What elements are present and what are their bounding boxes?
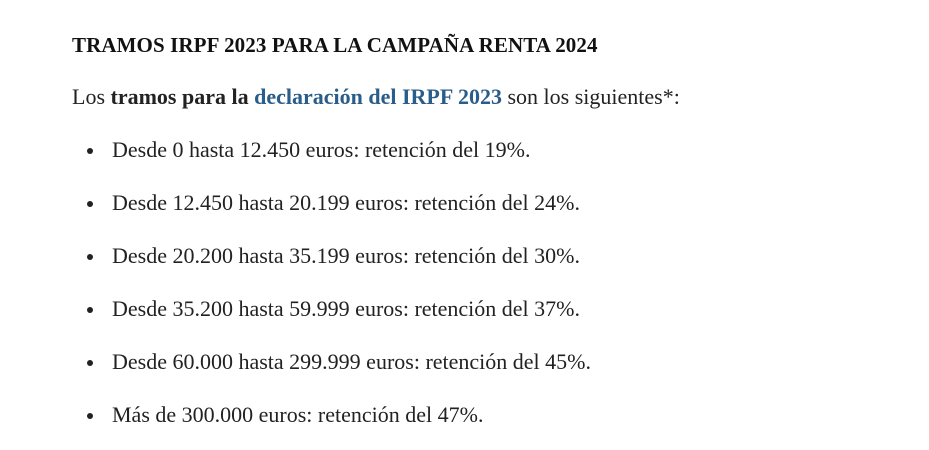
bullet-icon xyxy=(87,360,93,366)
bullet-icon xyxy=(87,413,93,419)
list-item: Desde 60.000 hasta 299.999 euros: retenc… xyxy=(84,344,591,397)
bracket-text: Desde 20.200 hasta 35.199 euros: retenci… xyxy=(112,243,580,268)
intro-prefix: Los xyxy=(72,84,111,109)
section-heading: TRAMOS IRPF 2023 PARA LA CAMPAÑA RENTA 2… xyxy=(72,33,598,57)
list-item: Más de 300.000 euros: retención del 47%. xyxy=(84,397,591,450)
bracket-text: Desde 0 hasta 12.450 euros: retención de… xyxy=(112,137,531,162)
list-item: Desde 35.200 hasta 59.999 euros: retenci… xyxy=(84,291,591,344)
bracket-text: Más de 300.000 euros: retención del 47%. xyxy=(112,402,484,427)
bullet-icon xyxy=(87,201,93,207)
bullet-icon xyxy=(87,254,93,260)
list-item: Desde 12.450 hasta 20.199 euros: retenci… xyxy=(84,185,591,238)
bullet-icon xyxy=(87,307,93,313)
intro-suffix: son los siguientes*: xyxy=(501,84,680,109)
list-item: Desde 0 hasta 12.450 euros: retención de… xyxy=(84,132,591,185)
bracket-text: Desde 35.200 hasta 59.999 euros: retenci… xyxy=(112,296,580,321)
intro-bold-text: tramos para la xyxy=(110,84,249,109)
tax-brackets-list: Desde 0 hasta 12.450 euros: retención de… xyxy=(84,132,591,450)
list-item: Desde 20.200 hasta 35.199 euros: retenci… xyxy=(84,238,591,291)
bracket-text: Desde 12.450 hasta 20.199 euros: retenci… xyxy=(112,190,580,215)
bullet-icon xyxy=(87,148,93,154)
intro-paragraph: Los tramos para la declaración del IRPF … xyxy=(72,80,680,114)
bracket-text: Desde 60.000 hasta 299.999 euros: retenc… xyxy=(112,349,591,374)
irpf-declaration-link[interactable]: declaración del IRPF 2023 xyxy=(254,84,502,109)
